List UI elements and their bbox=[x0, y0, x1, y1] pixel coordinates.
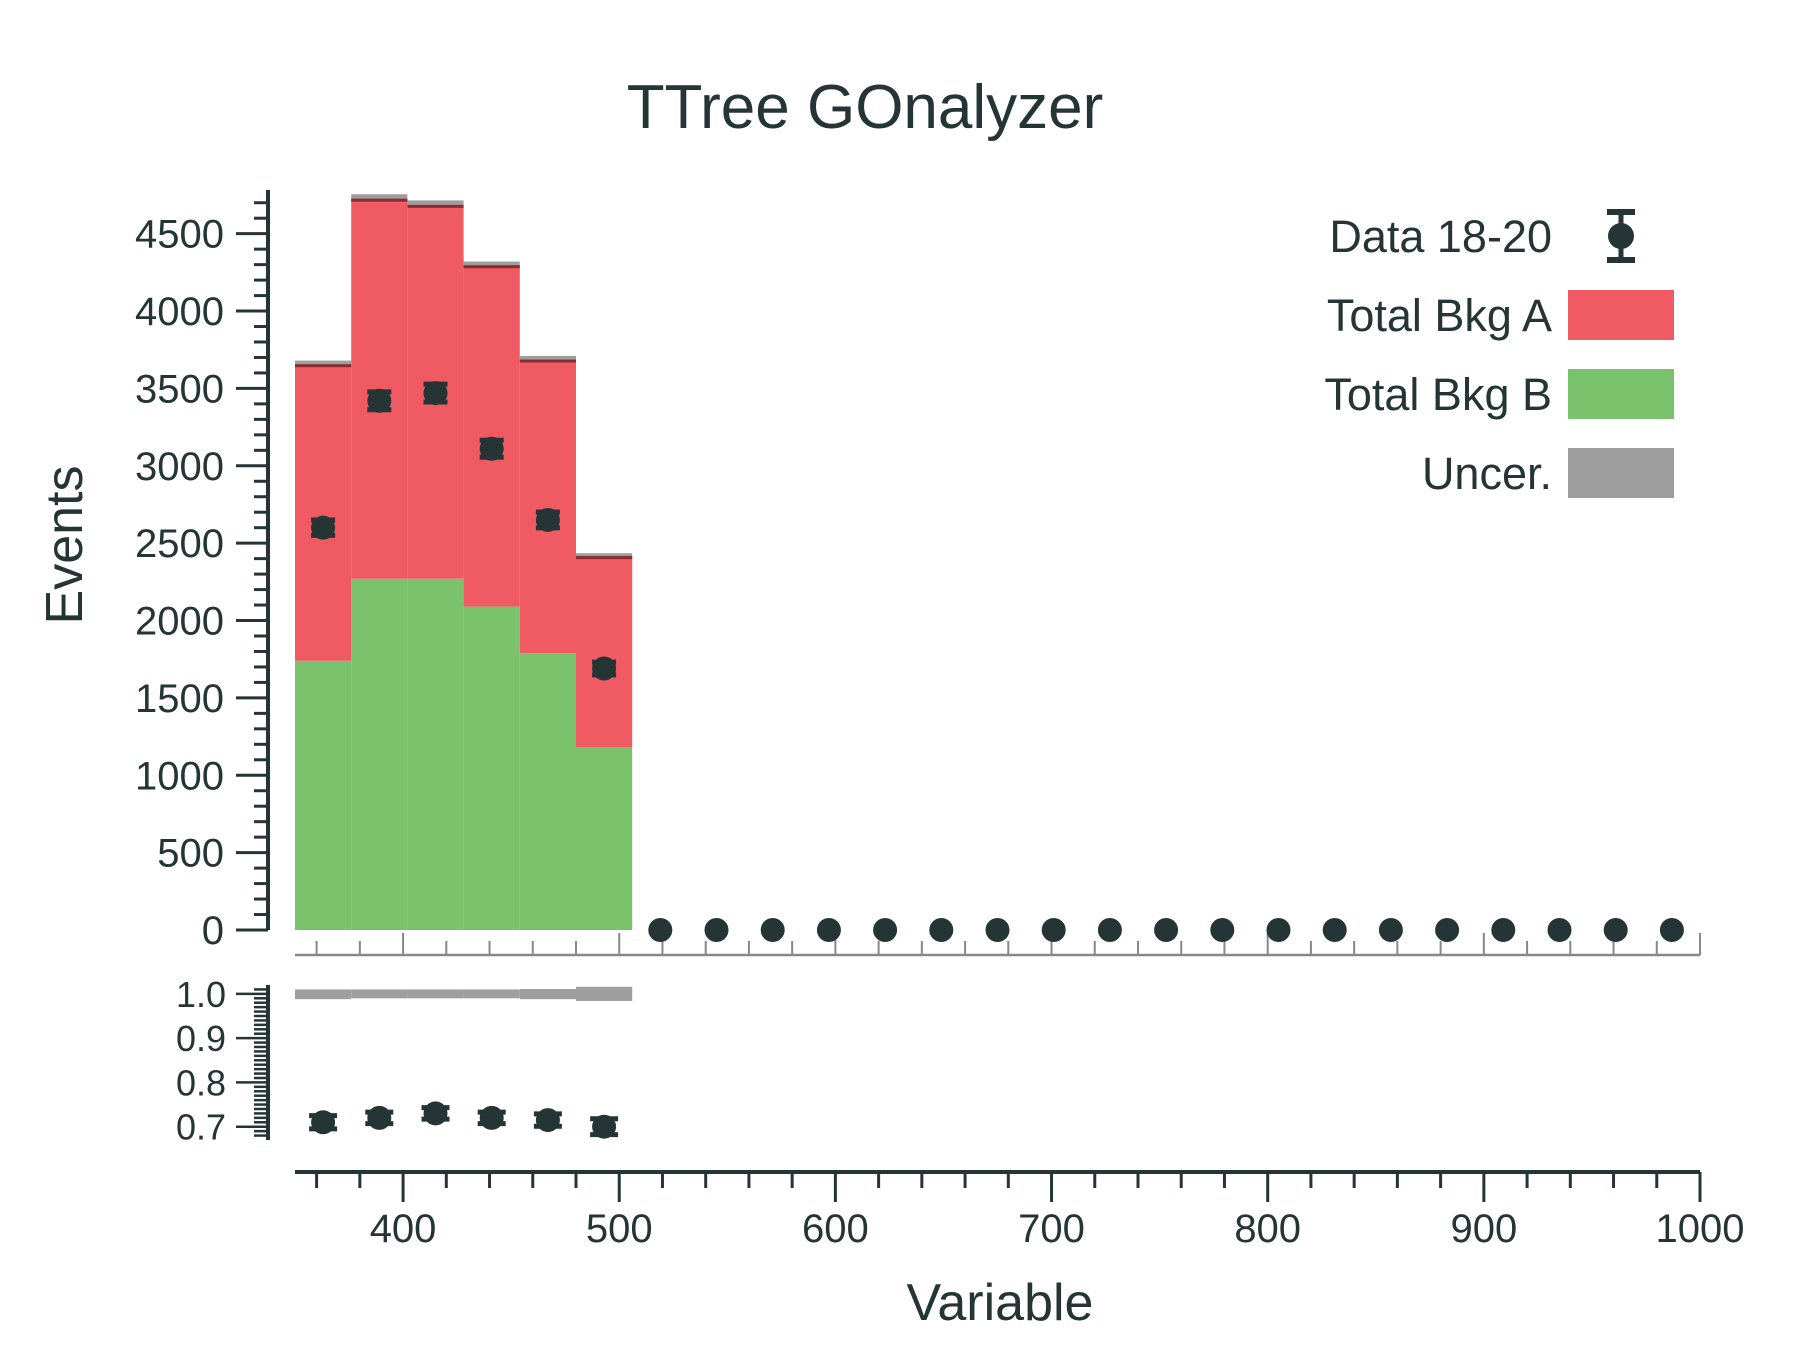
x-tick-label: 1000 bbox=[1656, 1207, 1745, 1251]
ratio-y-tick-label: 0.9 bbox=[176, 1018, 226, 1059]
x-tick-label: 900 bbox=[1450, 1207, 1517, 1251]
data-point bbox=[1378, 918, 1403, 942]
data-point bbox=[592, 656, 617, 681]
legend-label-total-bkg-a: Total Bkg A bbox=[1327, 290, 1552, 341]
ratio-point bbox=[479, 1105, 504, 1130]
bar-total-bkg-b-0 bbox=[295, 660, 352, 930]
y-tick-label: 3500 bbox=[135, 367, 224, 411]
bar-total-bkg-a-5 bbox=[576, 557, 633, 748]
main-panel: 0 500 1000 1500 2000 2500 3000 3500 4000 4500 bbox=[135, 190, 1701, 957]
data-point bbox=[1097, 918, 1122, 942]
bkg-a-edge-5 bbox=[576, 556, 633, 560]
bar-uncer--0 bbox=[295, 360, 352, 366]
chart-title: TTree GOnalyzer bbox=[627, 73, 1104, 142]
data-point bbox=[1659, 918, 1684, 942]
ratio-point bbox=[535, 1108, 560, 1133]
x-tick-label: 500 bbox=[586, 1207, 653, 1251]
legend-swatch-total-bkg-a bbox=[1568, 290, 1674, 340]
ratio-uncertainty-band-0 bbox=[295, 989, 352, 1000]
data-point bbox=[1491, 918, 1516, 942]
bar-uncer--5 bbox=[576, 553, 633, 558]
data-point bbox=[311, 515, 336, 540]
data-point bbox=[816, 918, 841, 942]
ratio-point bbox=[592, 1114, 617, 1139]
y-tick-label: 3000 bbox=[135, 445, 224, 489]
data-point bbox=[1603, 918, 1628, 942]
bar-total-bkg-a-3 bbox=[463, 266, 520, 607]
bar-total-bkg-b-5 bbox=[576, 747, 633, 930]
legend: Data 18-20 Total Bkg A Total Bkg B Uncer. bbox=[1324, 209, 1674, 499]
legend-swatch-total-bkg-b bbox=[1568, 369, 1674, 419]
y-tick-label: 1500 bbox=[135, 677, 224, 721]
y-tick-label: 2500 bbox=[135, 522, 224, 566]
data-point bbox=[1266, 918, 1291, 942]
bkg-a-edge-4 bbox=[519, 359, 576, 363]
y-tick-label: 1000 bbox=[135, 754, 224, 798]
ratio-uncertainty-band-2 bbox=[407, 989, 464, 999]
data-point bbox=[535, 507, 560, 532]
y-tick-label: 4500 bbox=[135, 213, 224, 257]
legend-marker-dot bbox=[1608, 223, 1634, 249]
y-tick-label: 500 bbox=[157, 832, 224, 876]
bar-total-bkg-b-1 bbox=[351, 578, 408, 930]
ratio-y-tick-label: 1.0 bbox=[176, 974, 226, 1015]
bar-total-bkg-a-4 bbox=[519, 360, 576, 654]
x-tick-label: 600 bbox=[802, 1207, 869, 1251]
y-tick-label: 0 bbox=[202, 909, 224, 953]
data-point bbox=[1547, 918, 1572, 942]
bar-uncer--1 bbox=[351, 194, 408, 200]
data-point bbox=[1210, 918, 1235, 942]
ratio-uncertainty-band-3 bbox=[463, 989, 520, 999]
data-point bbox=[479, 436, 504, 461]
data-point bbox=[1041, 918, 1066, 942]
legend-label-total-bkg-b: Total Bkg B bbox=[1324, 369, 1552, 420]
data-point bbox=[985, 918, 1010, 942]
ratio-uncertainty-band-4 bbox=[519, 988, 576, 1000]
data-point bbox=[873, 918, 898, 942]
bar-total-bkg-b-2 bbox=[407, 578, 464, 930]
bar-total-bkg-a-0 bbox=[295, 365, 352, 661]
y-tick-label: 4000 bbox=[135, 290, 224, 334]
bkg-a-edge-0 bbox=[295, 364, 352, 368]
bar-uncer--2 bbox=[407, 200, 464, 206]
x-tick-label: 700 bbox=[1018, 1207, 1085, 1251]
bar-total-bkg-b-3 bbox=[463, 606, 520, 930]
legend-label-uncer-: Uncer. bbox=[1422, 448, 1552, 499]
ratio-point bbox=[423, 1101, 448, 1126]
x-tick-label: 400 bbox=[370, 1207, 437, 1251]
data-point bbox=[929, 918, 954, 942]
ratio-point bbox=[367, 1105, 392, 1130]
bar-uncer--3 bbox=[463, 261, 520, 267]
ratio-uncertainty-band-1 bbox=[351, 989, 408, 999]
x-tick-label: 800 bbox=[1234, 1207, 1301, 1251]
ratio-panel: 0.70.80.91.0 400 500 600 700 800 900 1000 bbox=[176, 974, 1745, 1251]
bkg-a-edge-2 bbox=[407, 204, 464, 208]
y-axis-label: Events bbox=[36, 466, 94, 625]
data-point bbox=[1154, 918, 1179, 942]
ratio-uncertainty-band-5 bbox=[576, 986, 633, 1001]
data-point bbox=[1322, 918, 1347, 942]
legend-swatch-uncer- bbox=[1568, 448, 1674, 498]
ratio-y-tick-label: 0.8 bbox=[176, 1062, 226, 1103]
bkg-a-edge-3 bbox=[463, 265, 520, 269]
ratio-point bbox=[311, 1110, 336, 1135]
y-tick-label: 2000 bbox=[135, 600, 224, 644]
data-point bbox=[704, 918, 729, 942]
data-point bbox=[648, 918, 673, 942]
bkg-a-edge-1 bbox=[351, 198, 408, 202]
bar-total-bkg-b-4 bbox=[519, 653, 576, 930]
data-point bbox=[367, 388, 392, 413]
bar-uncer--4 bbox=[519, 355, 576, 361]
legend-label-data-18-20: Data 18-20 bbox=[1329, 211, 1552, 262]
data-point bbox=[423, 381, 448, 406]
data-point bbox=[760, 918, 785, 942]
data-point bbox=[1435, 918, 1460, 942]
x-axis-label: Variable bbox=[907, 1274, 1094, 1332]
ratio-y-tick-label: 0.7 bbox=[176, 1107, 226, 1148]
